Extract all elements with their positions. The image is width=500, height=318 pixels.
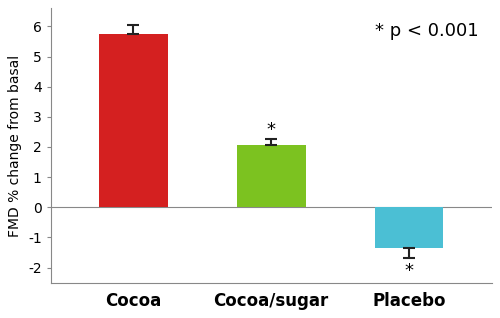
- Text: *: *: [404, 262, 413, 280]
- Bar: [374, 207, 444, 248]
- Bar: [99, 34, 168, 207]
- Y-axis label: FMD % change from basal: FMD % change from basal: [8, 54, 22, 237]
- Bar: [236, 146, 306, 207]
- Text: * p < 0.001: * p < 0.001: [375, 22, 478, 40]
- Text: *: *: [266, 121, 276, 139]
